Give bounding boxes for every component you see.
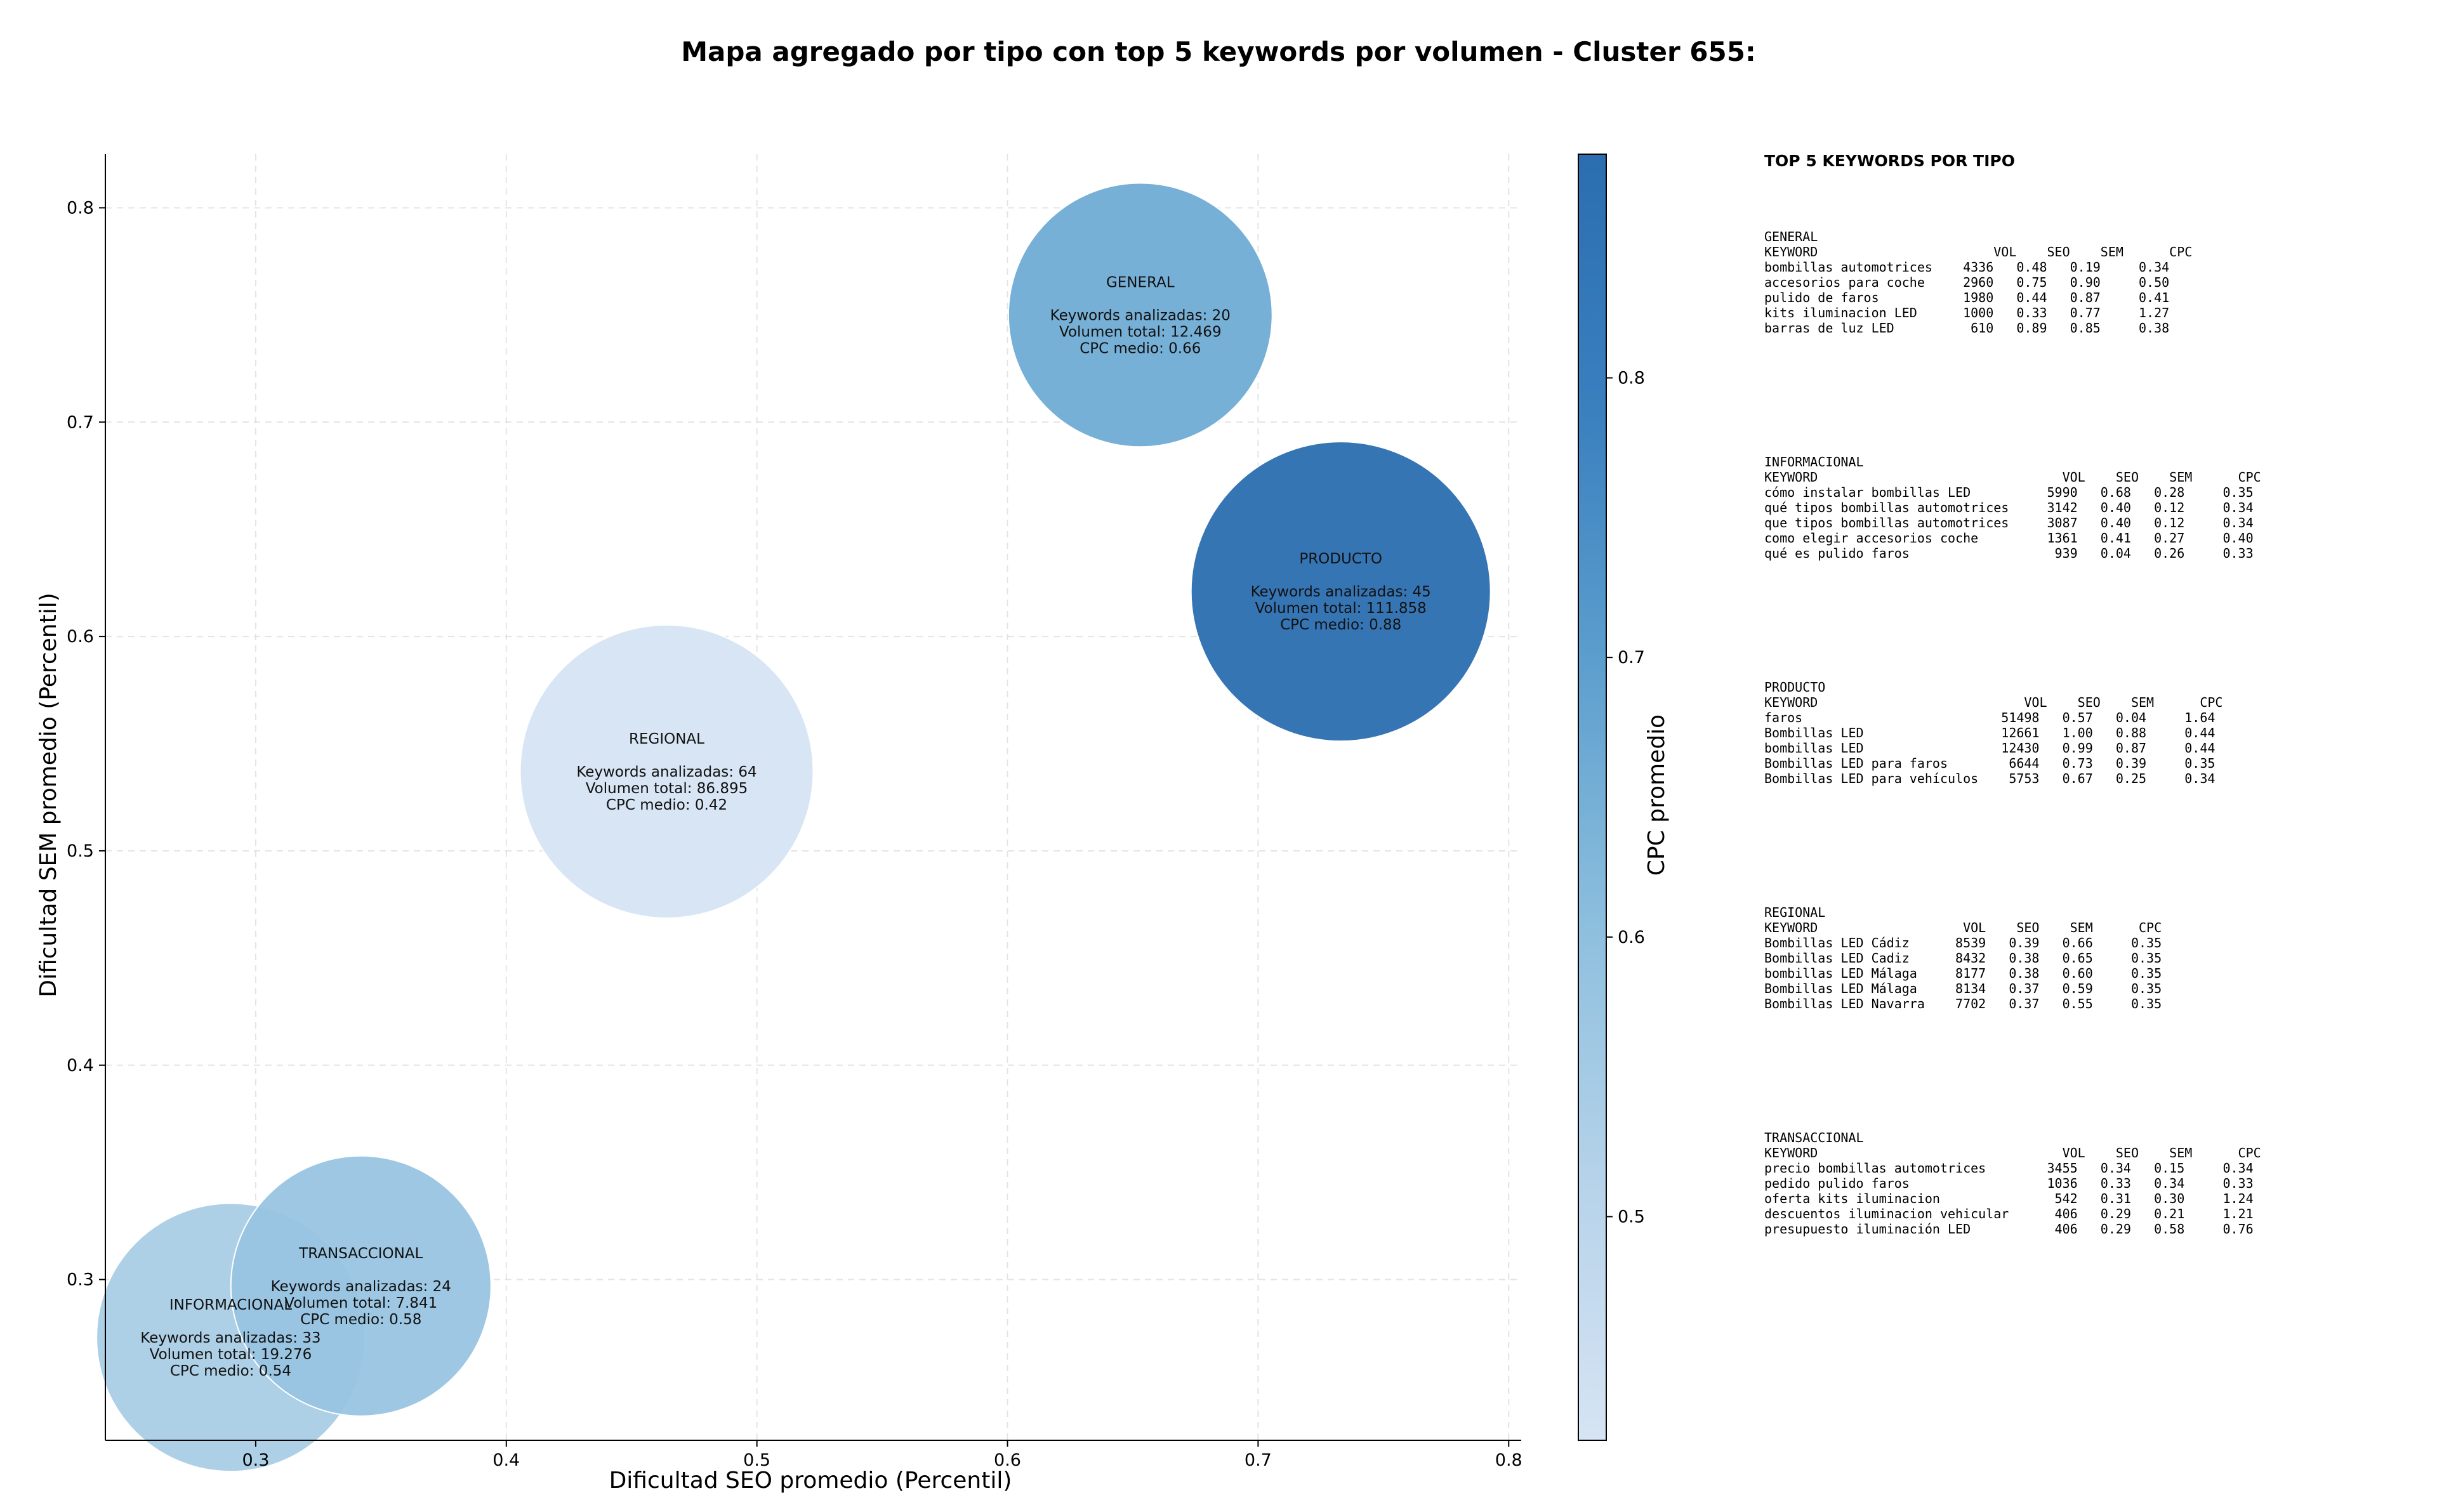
panel-table-row: kits iluminacion LED 1000 0.33 0.77 1.27: [1764, 305, 2169, 320]
y-tick-label: 0.5: [67, 841, 94, 861]
colorbar-tick-label: 0.5: [1618, 1207, 1645, 1226]
panel-table-row: descuentos iluminacion vehicular 406 0.2…: [1764, 1206, 2254, 1221]
colorbar-tick-label: 0.7: [1618, 648, 1645, 667]
bubble-label: Keywords analizadas: 20: [1050, 307, 1231, 324]
bubble-label: REGIONAL: [629, 731, 704, 747]
panel-title: TOP 5 KEYWORDS POR TIPO: [1764, 152, 2015, 170]
bubble-label: TRANSACCIONAL: [298, 1246, 423, 1262]
bubble-label: Volumen total: 12.469: [1059, 324, 1222, 340]
panel-table-row: Bombillas LED para vehículos 5753 0.67 0…: [1764, 771, 2215, 786]
bubble-regional: [519, 624, 814, 919]
bubble-label: Volumen total: 111.858: [1255, 600, 1427, 617]
bubble-label: GENERAL: [1106, 274, 1175, 291]
bubble-label: Volumen total: 86.895: [586, 780, 748, 797]
panel-table-header: KEYWORD VOL SEO SEM CPC: [1764, 244, 2192, 260]
panel-table-row: Bombillas LED para faros 6644 0.73 0.39 …: [1764, 756, 2215, 771]
colorbar: 0.5 0.6 0.7 0.8: [1578, 154, 1645, 1441]
panel-table-row: oferta kits iluminacion 542 0.31 0.30 1.…: [1764, 1191, 2254, 1206]
panel-table-row: Bombillas LED Málaga 8134 0.37 0.59 0.35: [1764, 981, 2162, 996]
x-axis-label: Dificultad SEO promedio (Percentil): [609, 1468, 1012, 1494]
colorbar-label: CPC promedio: [1644, 714, 1670, 876]
bubble-label: INFORMACIONAL: [169, 1297, 292, 1313]
bubble-label: Keywords analizadas: 64: [576, 764, 756, 780]
panel-table-row: precio bombillas automotrices 3455 0.34 …: [1764, 1160, 2254, 1176]
bubble-transaccional: [230, 1155, 492, 1417]
x-tick-label: 0.8: [1495, 1450, 1522, 1470]
bubble-label: CPC medio: 0.54: [170, 1363, 291, 1379]
panel-section-heading: TRANSACCIONAL: [1764, 1130, 1864, 1145]
panel-table-row: qué es pulido faros 939 0.04 0.26 0.33: [1764, 546, 2254, 561]
panel-table-row: faros 51498 0.57 0.04 1.64: [1764, 710, 2215, 725]
y-tick-label: 0.6: [67, 627, 94, 647]
y-tick-label: 0.3: [67, 1270, 94, 1290]
bubble-label: Keywords analizadas: 24: [271, 1279, 451, 1295]
bubble-label: Keywords analizadas: 45: [1251, 584, 1431, 600]
bubble-general: [1007, 182, 1273, 448]
panel-table-row: bombillas automotrices 4336 0.48 0.19 0.…: [1764, 260, 2169, 275]
panel-table-row: presupuesto iluminación LED 406 0.29 0.5…: [1764, 1221, 2254, 1237]
panel-table-row: barras de luz LED 610 0.89 0.85 0.38: [1764, 320, 2169, 336]
panel-table-row: qué tipos bombillas automotrices 3142 0.…: [1764, 500, 2254, 515]
panel-table-row: bombillas LED 12430 0.99 0.87 0.44: [1764, 740, 2215, 756]
bubble-label: Volumen total: 19.276: [150, 1346, 312, 1363]
panel-table-row: bombillas LED Málaga 8177 0.38 0.60 0.35: [1764, 966, 2162, 981]
bubble-label: CPC medio: 0.42: [606, 797, 727, 813]
panel-table-header: KEYWORD VOL SEO SEM CPC: [1764, 920, 2162, 935]
y-tick-label: 0.7: [67, 412, 94, 432]
panel-table-row: pedido pulido faros 1036 0.33 0.34 0.33: [1764, 1176, 2254, 1191]
panel-section-heading: REGIONAL: [1764, 905, 1825, 920]
panel-table-row: accesorios para coche 2960 0.75 0.90 0.5…: [1764, 275, 2169, 290]
bubble-label: Volumen total: 7.841: [284, 1295, 437, 1311]
colorbar-tick-label: 0.8: [1618, 369, 1645, 388]
bubble-label: CPC medio: 0.66: [1080, 340, 1201, 357]
panel-table-header: KEYWORD VOL SEO SEM CPC: [1764, 470, 2261, 485]
bubble-label: PRODUCTO: [1299, 551, 1382, 567]
chart-title: Mapa agregado por tipo con top 5 keyword…: [681, 36, 1756, 67]
panel-section-heading: GENERAL: [1764, 229, 1818, 244]
panel-table-row: Bombillas LED Cadiz 8432 0.38 0.65 0.35: [1764, 950, 2162, 966]
panel-table-header: KEYWORD VOL SEO SEM CPC: [1764, 695, 2222, 710]
panel-table-row: como elegir accesorios coche 1361 0.41 0…: [1764, 530, 2254, 546]
panel-table-row: Bombillas LED Cádiz 8539 0.39 0.66 0.35: [1764, 935, 2162, 950]
x-tick-label: 0.3: [242, 1450, 269, 1470]
panel-table-row: Bombillas LED 12661 1.00 0.88 0.44: [1764, 725, 2215, 740]
bubble-label: CPC medio: 0.88: [1280, 617, 1401, 633]
colorbar-tick-label: 0.6: [1618, 928, 1645, 947]
bubble-label: Keywords analizadas: 33: [140, 1330, 320, 1346]
x-tick-label: 0.4: [492, 1450, 520, 1470]
y-tick-label: 0.8: [67, 198, 94, 218]
x-tick-label: 0.6: [994, 1450, 1021, 1470]
x-tick-label: 0.5: [743, 1450, 770, 1470]
y-tick-label: 0.4: [67, 1056, 94, 1075]
panel-section-heading: INFORMACIONAL: [1764, 454, 1864, 470]
bubble-label: CPC medio: 0.58: [300, 1311, 421, 1328]
panel-table-row: que tipos bombillas automotrices 3087 0.…: [1764, 515, 2254, 530]
x-tick-label: 0.7: [1245, 1450, 1272, 1470]
y-axis-label: Dificultad SEM promedio (Percentil): [36, 593, 62, 997]
axes: 0.3 0.4 0.5 0.6 0.7 0.8 0.3 0.4 0.5 0.6 0.7 0.8: [67, 154, 1522, 1470]
panel-table-row: Bombillas LED Navarra 7702 0.37 0.55 0.3…: [1764, 996, 2162, 1011]
panel-table-header: KEYWORD VOL SEO SEM CPC: [1764, 1145, 2261, 1160]
panel-table-row: cómo instalar bombillas LED 5990 0.68 0.…: [1764, 485, 2254, 500]
panel-table-row: pulido de faros 1980 0.44 0.87 0.41: [1764, 290, 2169, 305]
colorbar-gradient: [1578, 154, 1607, 1441]
bubble-producto: [1190, 441, 1491, 742]
panel-section-heading: PRODUCTO: [1764, 680, 1825, 695]
